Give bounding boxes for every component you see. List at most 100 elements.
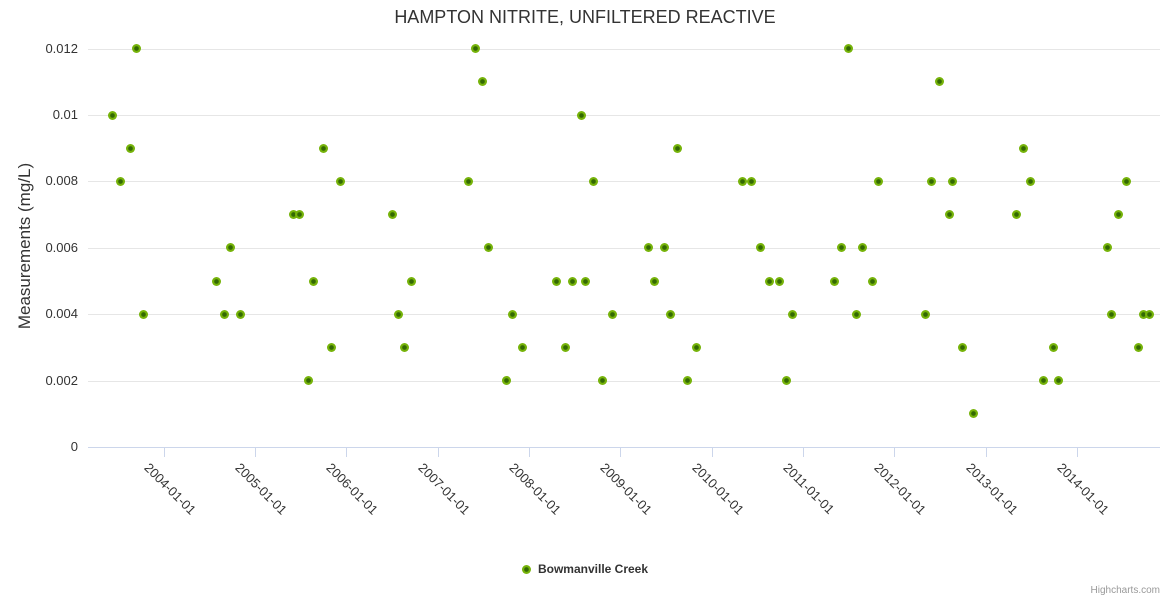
scatter-point[interactable]	[581, 276, 591, 286]
scatter-point[interactable]	[327, 342, 337, 352]
scatter-point[interactable]	[125, 143, 135, 153]
x-axis-tick-label: 2007-01-01	[415, 460, 473, 518]
scatter-point[interactable]	[406, 276, 416, 286]
scatter-point[interactable]	[1018, 143, 1028, 153]
scatter-point[interactable]	[131, 44, 141, 54]
x-axis-tick-label: 2005-01-01	[232, 460, 291, 518]
scatter-point[interactable]	[969, 409, 979, 419]
scatter-point[interactable]	[225, 243, 235, 253]
scatter-point[interactable]	[518, 342, 528, 352]
x-axis-tick-label: 2013-01-01	[962, 460, 1021, 518]
x-axis-tick	[620, 447, 622, 457]
scatter-point[interactable]	[948, 176, 958, 186]
scatter-point[interactable]	[116, 176, 126, 186]
scatter-point[interactable]	[788, 309, 798, 319]
scatter-point[interactable]	[1139, 309, 1149, 319]
scatter-point[interactable]	[836, 243, 846, 253]
x-axis-tick-label: 2006-01-01	[323, 460, 382, 518]
scatter-point[interactable]	[568, 276, 578, 286]
scatter-point[interactable]	[1121, 176, 1131, 186]
scatter-point[interactable]	[607, 309, 617, 319]
scatter-point[interactable]	[335, 176, 345, 186]
scatter-point[interactable]	[576, 110, 586, 120]
scatter-point[interactable]	[682, 376, 692, 386]
scatter-point[interactable]	[288, 210, 298, 220]
scatter-point[interactable]	[501, 376, 511, 386]
x-axis-tick	[255, 447, 257, 457]
scatter-point[interactable]	[295, 210, 305, 220]
scatter-point[interactable]	[852, 309, 862, 319]
scatter-point[interactable]	[477, 77, 487, 87]
scatter-point[interactable]	[738, 176, 748, 186]
x-axis-tick	[346, 447, 348, 457]
scatter-point[interactable]	[1048, 342, 1058, 352]
scatter-point[interactable]	[691, 342, 701, 352]
y-gridline	[88, 247, 1160, 249]
scatter-point[interactable]	[1107, 309, 1117, 319]
scatter-point[interactable]	[874, 176, 884, 186]
scatter-point[interactable]	[387, 210, 397, 220]
scatter-point[interactable]	[1114, 210, 1124, 220]
scatter-point[interactable]	[393, 309, 403, 319]
scatter-point[interactable]	[1012, 210, 1022, 220]
legend-marker-icon	[521, 564, 531, 574]
highcharts-credits-link[interactable]: Highcharts.com	[1090, 585, 1160, 596]
scatter-point[interactable]	[844, 44, 854, 54]
scatter-point[interactable]	[666, 309, 676, 319]
scatter-point[interactable]	[659, 243, 669, 253]
x-axis-tick-label: 2010-01-01	[689, 460, 747, 518]
scatter-point[interactable]	[673, 143, 683, 153]
y-axis-tick-label: 0.004	[45, 306, 78, 322]
scatter-point[interactable]	[764, 276, 774, 286]
scatter-point[interactable]	[464, 176, 474, 186]
scatter-point[interactable]	[235, 309, 245, 319]
scatter-point[interactable]	[1134, 342, 1144, 352]
scatter-point[interactable]	[747, 176, 757, 186]
scatter-point[interactable]	[589, 176, 599, 186]
scatter-point[interactable]	[958, 342, 968, 352]
scatter-point[interactable]	[756, 243, 766, 253]
scatter-point[interactable]	[857, 243, 867, 253]
scatter-point[interactable]	[934, 77, 944, 87]
scatter-point[interactable]	[139, 309, 149, 319]
scatter-point[interactable]	[400, 342, 410, 352]
scatter-point[interactable]	[219, 309, 229, 319]
scatter-point[interactable]	[1025, 176, 1035, 186]
scatter-point[interactable]	[1038, 376, 1048, 386]
scatter-point[interactable]	[561, 342, 571, 352]
scatter-point[interactable]	[1144, 309, 1154, 319]
y-gridline	[88, 181, 1160, 183]
scatter-point[interactable]	[927, 176, 937, 186]
x-axis-tick-label: 2014-01-01	[1054, 460, 1112, 518]
scatter-point[interactable]	[649, 276, 659, 286]
scatter-point[interactable]	[484, 243, 494, 253]
y-axis-tick-label: 0.002	[45, 372, 78, 388]
scatter-point[interactable]	[551, 276, 561, 286]
x-axis-tick	[437, 447, 439, 457]
scatter-point[interactable]	[309, 276, 319, 286]
y-axis-tick-label: 0.012	[45, 40, 78, 56]
x-axis-tick	[711, 447, 713, 457]
scatter-point[interactable]	[774, 276, 784, 286]
scatter-point[interactable]	[304, 376, 314, 386]
y-axis-tick-label: 0.01	[52, 107, 78, 122]
scatter-point[interactable]	[782, 376, 792, 386]
scatter-point[interactable]	[1054, 376, 1064, 386]
scatter-point[interactable]	[470, 44, 480, 54]
y-gridline	[88, 48, 1160, 50]
scatter-point[interactable]	[644, 243, 654, 253]
scatter-point[interactable]	[508, 309, 518, 319]
scatter-point[interactable]	[212, 276, 222, 286]
scatter-point[interactable]	[829, 276, 839, 286]
y-axis-tick-label: 0.008	[45, 173, 78, 189]
legend-item-bowmanville-creek[interactable]: Bowmanville Creek	[521, 562, 648, 576]
scatter-point[interactable]	[920, 309, 930, 319]
scatter-point[interactable]	[108, 110, 118, 120]
x-axis-tick-label: 2011-01-01	[780, 460, 838, 517]
scatter-point[interactable]	[867, 276, 877, 286]
scatter-point[interactable]	[319, 143, 329, 153]
scatter-point[interactable]	[944, 210, 954, 220]
scatter-point[interactable]	[598, 376, 608, 386]
scatter-point[interactable]	[1102, 243, 1112, 253]
x-axis-tick	[894, 447, 896, 457]
